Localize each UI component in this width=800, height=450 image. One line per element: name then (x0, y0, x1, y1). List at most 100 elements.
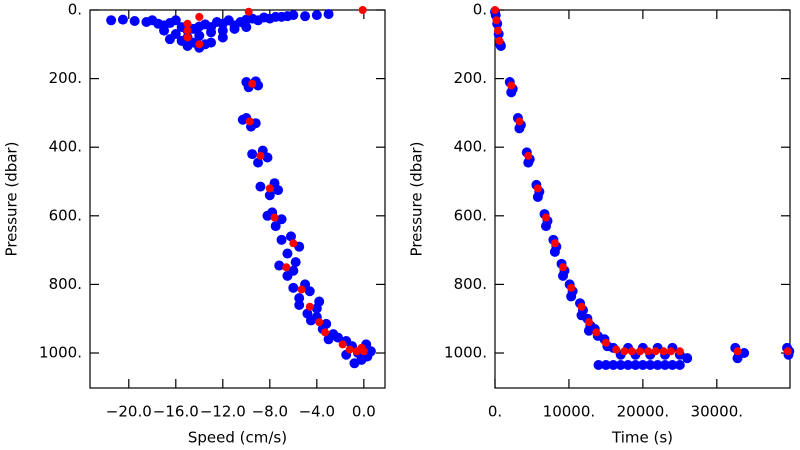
data-point (627, 347, 636, 356)
data-point (297, 285, 306, 294)
data-point (170, 15, 181, 26)
x-axis-label: Speed (cm/s) (188, 429, 287, 447)
data-point (305, 302, 314, 311)
data-point (247, 149, 258, 160)
data-point (358, 6, 367, 14)
data-point (229, 23, 240, 34)
data-point (276, 234, 287, 245)
x-tick-label: 0. (488, 403, 502, 421)
x-tick-label: −20.0 (106, 403, 152, 421)
data-point (612, 345, 621, 354)
data-point (532, 191, 543, 202)
x-tick-label: −12.0 (200, 403, 246, 421)
data-point (593, 360, 604, 371)
data-point (645, 360, 656, 371)
data-point (491, 6, 499, 14)
data-point (183, 33, 192, 42)
x-tick-label: −8.0 (252, 403, 288, 421)
data-point (129, 15, 140, 26)
data-point (514, 123, 525, 134)
data-point (524, 151, 533, 160)
data-point (630, 360, 641, 371)
data-point (542, 213, 551, 222)
data-point (290, 257, 301, 268)
data-point (357, 343, 366, 352)
data-point (620, 347, 629, 356)
data-point (577, 302, 586, 311)
x-axis-label: Time (s) (611, 429, 673, 447)
data-point (256, 151, 265, 160)
data-point (244, 7, 253, 16)
data-point (567, 283, 576, 292)
data-point (195, 12, 204, 21)
data-point (566, 291, 577, 302)
data-point (492, 16, 501, 25)
y-tick-label: 200. (454, 69, 487, 87)
data-point (159, 25, 170, 36)
data-point (675, 347, 684, 356)
y-axis-label: Pressure (dbar) (408, 142, 426, 257)
data-point (248, 79, 257, 88)
data-point (338, 340, 347, 349)
data-point (783, 347, 792, 356)
data-point (276, 214, 287, 225)
y-tick-label: 600. (454, 206, 487, 224)
data-point (332, 332, 343, 343)
data-point (515, 117, 524, 126)
y-tick-label: 800. (49, 275, 82, 293)
y-tick-label: 1000. (444, 344, 487, 362)
data-point (623, 360, 634, 371)
data-point (584, 318, 593, 327)
data-point (282, 248, 293, 259)
x-tick-label: 0.0 (352, 403, 376, 421)
data-point (282, 263, 291, 272)
data-point (270, 221, 281, 232)
data-point (183, 26, 192, 35)
data-point (288, 10, 299, 21)
data-point (667, 360, 678, 371)
x-tick-label: 30000. (691, 403, 744, 421)
y-axis-label: Pressure (dbar) (3, 142, 21, 257)
y-tick-label: 600. (49, 206, 82, 224)
data-point (323, 334, 334, 345)
data-point (217, 25, 228, 36)
data-point (549, 246, 560, 257)
data-point (601, 338, 610, 347)
data-point (592, 328, 601, 337)
data-point (117, 14, 128, 25)
y-tick-label: 1000. (39, 344, 82, 362)
data-point (294, 299, 305, 310)
data-point (270, 213, 279, 222)
data-point (558, 270, 569, 281)
data-point (315, 318, 324, 327)
plot-frame (89, 9, 386, 389)
data-point (550, 239, 559, 248)
data-point (495, 36, 504, 45)
data-point (666, 347, 675, 356)
data-point (294, 293, 305, 304)
data-point (183, 19, 192, 28)
x-tick-label: −4.0 (299, 403, 335, 421)
data-point (274, 260, 285, 271)
data-point (652, 360, 663, 371)
data-point (300, 11, 311, 22)
data-point (615, 360, 626, 371)
data-point (345, 345, 354, 354)
data-point (282, 270, 293, 281)
data-point (253, 157, 264, 168)
y-tick-label: 400. (49, 138, 82, 156)
data-point (217, 32, 228, 43)
y-tick-label: 200. (49, 69, 82, 87)
data-point (241, 22, 252, 33)
data-point (289, 239, 298, 248)
data-point (682, 353, 693, 364)
data-point (608, 360, 619, 371)
data-point (660, 360, 671, 371)
x-tick-label: −16.0 (153, 403, 199, 421)
x-tick-label: 20000. (617, 403, 670, 421)
y-tick-label: 0. (473, 1, 487, 19)
data-point (206, 37, 217, 48)
data-point (206, 27, 217, 38)
y-tick-label: 400. (454, 138, 487, 156)
